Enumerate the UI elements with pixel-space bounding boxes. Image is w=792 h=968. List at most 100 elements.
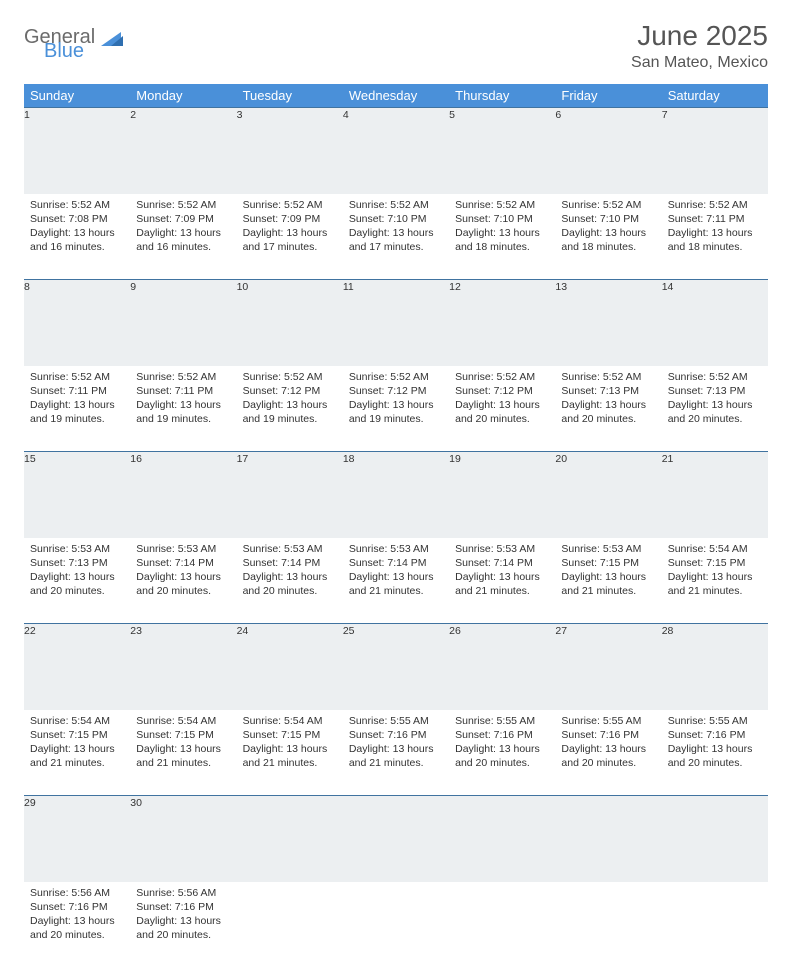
day-detail: Sunrise: 5:53 AMSunset: 7:14 PMDaylight:… — [343, 538, 449, 605]
day-number-cell: 26 — [449, 624, 555, 710]
daylight-line: Daylight: 13 hours and 16 minutes. — [136, 226, 230, 254]
day-detail: Sunrise: 5:52 AMSunset: 7:11 PMDaylight:… — [24, 366, 130, 433]
sunset-line: Sunset: 7:13 PM — [668, 384, 762, 398]
daylight-line: Daylight: 13 hours and 20 minutes. — [668, 398, 762, 426]
daylight-line: Daylight: 13 hours and 20 minutes. — [455, 398, 549, 426]
week-numbers-row: 2930 — [24, 796, 768, 882]
logo-sail-icon — [99, 28, 125, 48]
day-number-cell: 7 — [662, 108, 768, 194]
daylight-line: Daylight: 13 hours and 17 minutes. — [349, 226, 443, 254]
day-number-cell: 23 — [130, 624, 236, 710]
sunset-line: Sunset: 7:10 PM — [455, 212, 549, 226]
day-detail: Sunrise: 5:56 AMSunset: 7:16 PMDaylight:… — [24, 882, 130, 949]
day-body-cell — [662, 882, 768, 968]
day-body-cell: Sunrise: 5:56 AMSunset: 7:16 PMDaylight:… — [130, 882, 236, 968]
day-detail: Sunrise: 5:55 AMSunset: 7:16 PMDaylight:… — [449, 710, 555, 777]
sunset-line: Sunset: 7:11 PM — [30, 384, 124, 398]
week-body-row: Sunrise: 5:53 AMSunset: 7:13 PMDaylight:… — [24, 538, 768, 624]
sunrise-line: Sunrise: 5:55 AM — [349, 714, 443, 728]
sunset-line: Sunset: 7:08 PM — [30, 212, 124, 226]
day-number-cell: 18 — [343, 452, 449, 538]
day-body-cell: Sunrise: 5:54 AMSunset: 7:15 PMDaylight:… — [130, 710, 236, 796]
day-body-cell: Sunrise: 5:55 AMSunset: 7:16 PMDaylight:… — [555, 710, 661, 796]
day-detail: Sunrise: 5:52 AMSunset: 7:10 PMDaylight:… — [555, 194, 661, 261]
day-number-cell: 22 — [24, 624, 130, 710]
day-body-cell: Sunrise: 5:52 AMSunset: 7:12 PMDaylight:… — [237, 366, 343, 452]
daylight-line: Daylight: 13 hours and 21 minutes. — [349, 742, 443, 770]
daylight-line: Daylight: 13 hours and 21 minutes. — [668, 570, 762, 598]
sunrise-line: Sunrise: 5:54 AM — [136, 714, 230, 728]
sunset-line: Sunset: 7:14 PM — [349, 556, 443, 570]
day-number-cell: 15 — [24, 452, 130, 538]
day-number-cell: 13 — [555, 280, 661, 366]
daylight-line: Daylight: 13 hours and 20 minutes. — [30, 570, 124, 598]
sunrise-line: Sunrise: 5:52 AM — [349, 370, 443, 384]
sunset-line: Sunset: 7:15 PM — [136, 728, 230, 742]
sunset-line: Sunset: 7:10 PM — [561, 212, 655, 226]
day-body-cell: Sunrise: 5:54 AMSunset: 7:15 PMDaylight:… — [24, 710, 130, 796]
sunrise-line: Sunrise: 5:53 AM — [30, 542, 124, 556]
day-detail: Sunrise: 5:52 AMSunset: 7:08 PMDaylight:… — [24, 194, 130, 261]
daylight-line: Daylight: 13 hours and 18 minutes. — [668, 226, 762, 254]
logo-text-blue: Blue — [44, 40, 84, 62]
day-detail: Sunrise: 5:52 AMSunset: 7:13 PMDaylight:… — [555, 366, 661, 433]
day-detail: Sunrise: 5:52 AMSunset: 7:11 PMDaylight:… — [130, 366, 236, 433]
sunset-line: Sunset: 7:09 PM — [136, 212, 230, 226]
day-detail: Sunrise: 5:55 AMSunset: 7:16 PMDaylight:… — [343, 710, 449, 777]
day-detail: Sunrise: 5:53 AMSunset: 7:13 PMDaylight:… — [24, 538, 130, 605]
sunrise-line: Sunrise: 5:52 AM — [243, 198, 337, 212]
sunrise-line: Sunrise: 5:52 AM — [30, 370, 124, 384]
calendar-table: Sunday Monday Tuesday Wednesday Thursday… — [24, 84, 768, 968]
daylight-line: Daylight: 13 hours and 19 minutes. — [243, 398, 337, 426]
day-body-cell — [343, 882, 449, 968]
sunset-line: Sunset: 7:16 PM — [455, 728, 549, 742]
day-body-cell: Sunrise: 5:52 AMSunset: 7:12 PMDaylight:… — [343, 366, 449, 452]
sunrise-line: Sunrise: 5:54 AM — [30, 714, 124, 728]
weekday-thursday: Thursday — [449, 84, 555, 108]
sunset-line: Sunset: 7:16 PM — [668, 728, 762, 742]
day-body-cell: Sunrise: 5:56 AMSunset: 7:16 PMDaylight:… — [24, 882, 130, 968]
day-number-cell — [555, 796, 661, 882]
weekday-sunday: Sunday — [24, 84, 130, 108]
sunset-line: Sunset: 7:14 PM — [243, 556, 337, 570]
daylight-line: Daylight: 13 hours and 20 minutes. — [136, 570, 230, 598]
sunrise-line: Sunrise: 5:52 AM — [455, 198, 549, 212]
logo-text-blue-wrap: Blue — [44, 40, 84, 63]
week-numbers-row: 15161718192021 — [24, 452, 768, 538]
daylight-line: Daylight: 13 hours and 18 minutes. — [455, 226, 549, 254]
day-body-cell: Sunrise: 5:55 AMSunset: 7:16 PMDaylight:… — [662, 710, 768, 796]
daylight-line: Daylight: 13 hours and 20 minutes. — [243, 570, 337, 598]
weekday-header-row: Sunday Monday Tuesday Wednesday Thursday… — [24, 84, 768, 108]
daylight-line: Daylight: 13 hours and 21 minutes. — [243, 742, 337, 770]
day-detail: Sunrise: 5:52 AMSunset: 7:12 PMDaylight:… — [237, 366, 343, 433]
sunrise-line: Sunrise: 5:54 AM — [243, 714, 337, 728]
sunset-line: Sunset: 7:10 PM — [349, 212, 443, 226]
week-numbers-row: 1234567 — [24, 108, 768, 194]
daylight-line: Daylight: 13 hours and 20 minutes. — [561, 398, 655, 426]
day-number-cell: 28 — [662, 624, 768, 710]
daylight-line: Daylight: 13 hours and 19 minutes. — [349, 398, 443, 426]
day-body-cell: Sunrise: 5:52 AMSunset: 7:09 PMDaylight:… — [130, 194, 236, 280]
day-body-cell: Sunrise: 5:53 AMSunset: 7:13 PMDaylight:… — [24, 538, 130, 624]
day-number-cell: 12 — [449, 280, 555, 366]
day-detail: Sunrise: 5:54 AMSunset: 7:15 PMDaylight:… — [130, 710, 236, 777]
day-body-cell: Sunrise: 5:52 AMSunset: 7:13 PMDaylight:… — [662, 366, 768, 452]
sunrise-line: Sunrise: 5:52 AM — [668, 370, 762, 384]
sunrise-line: Sunrise: 5:52 AM — [349, 198, 443, 212]
day-number-cell: 30 — [130, 796, 236, 882]
day-detail: Sunrise: 5:52 AMSunset: 7:13 PMDaylight:… — [662, 366, 768, 433]
week-body-row: Sunrise: 5:52 AMSunset: 7:11 PMDaylight:… — [24, 366, 768, 452]
day-number-cell: 21 — [662, 452, 768, 538]
sunrise-line: Sunrise: 5:53 AM — [243, 542, 337, 556]
day-number-cell: 10 — [237, 280, 343, 366]
day-detail: Sunrise: 5:54 AMSunset: 7:15 PMDaylight:… — [237, 710, 343, 777]
day-body-cell: Sunrise: 5:53 AMSunset: 7:14 PMDaylight:… — [237, 538, 343, 624]
daylight-line: Daylight: 13 hours and 19 minutes. — [136, 398, 230, 426]
daylight-line: Daylight: 13 hours and 21 minutes. — [136, 742, 230, 770]
day-body-cell: Sunrise: 5:55 AMSunset: 7:16 PMDaylight:… — [449, 710, 555, 796]
sunrise-line: Sunrise: 5:52 AM — [561, 370, 655, 384]
day-body-cell: Sunrise: 5:53 AMSunset: 7:15 PMDaylight:… — [555, 538, 661, 624]
daylight-line: Daylight: 13 hours and 16 minutes. — [30, 226, 124, 254]
day-number-cell: 24 — [237, 624, 343, 710]
sunset-line: Sunset: 7:11 PM — [668, 212, 762, 226]
